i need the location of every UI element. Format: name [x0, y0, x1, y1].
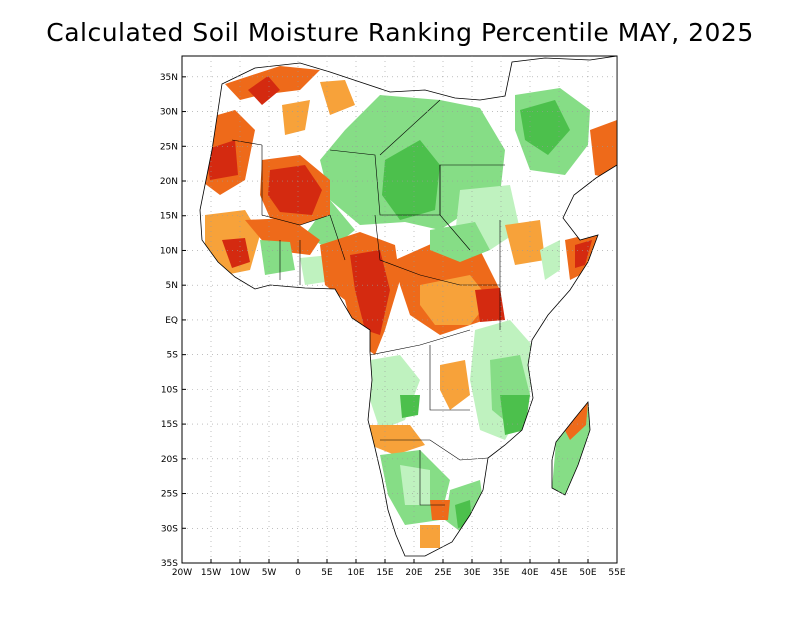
lat-tick-label: 5S: [167, 351, 179, 361]
lon-tick-label: 40E: [521, 568, 538, 578]
lat-tick-label: 15S: [161, 420, 178, 430]
lon-tick-label: 10E: [347, 568, 364, 578]
lon-tick-label: 20W: [172, 568, 192, 578]
lon-tick-label: 45E: [550, 568, 567, 578]
lat-tick-label: 20N: [160, 177, 178, 187]
lon-tick-label: 20E: [405, 568, 422, 578]
lon-tick-label: 25E: [434, 568, 451, 578]
lat-tick-label: 10S: [161, 385, 178, 395]
lat-tick-label: 30S: [161, 524, 178, 534]
lat-tick-label: EQ: [165, 316, 178, 326]
lon-tick-label: 0: [295, 568, 301, 578]
lat-tick-label: 20S: [161, 455, 178, 465]
lat-tick-label: 25S: [161, 490, 178, 500]
lon-tick-label: 50E: [579, 568, 596, 578]
lon-tick-label: 5E: [321, 568, 333, 578]
lat-tick-label: 15N: [160, 212, 178, 222]
lon-tick-label: 30E: [463, 568, 480, 578]
lat-tick-label: 10N: [160, 246, 178, 256]
lat-tick-label: 25N: [160, 142, 178, 152]
country-borders: [231, 99, 505, 506]
lon-tick-label: 10W: [230, 568, 250, 578]
lon-tick-label: 35E: [492, 568, 509, 578]
lon-tick-label: 15W: [201, 568, 221, 578]
lat-tick-label: 30N: [160, 108, 178, 118]
lat-tick-label: 5N: [166, 281, 178, 291]
lat-tick-label: 35S: [161, 559, 178, 569]
map-title: Calculated Soil Moisture Ranking Percent…: [46, 18, 754, 47]
longitude-labels: 20W 15W 10W 5W 0 5E 10E 15E 20E 25E 30E 35E 40E 45E 50…: [172, 559, 626, 578]
latitude-labels: 35N 30N 25N 20N 15N 10N 5N EQ 5S 10S 15S 20S 25S 30S 3…: [160, 73, 186, 569]
lon-tick-label: 55E: [608, 568, 625, 578]
lon-tick-label: 15E: [376, 568, 393, 578]
lon-tick-label: 5W: [262, 568, 277, 578]
lat-tick-label: 35N: [160, 73, 178, 83]
